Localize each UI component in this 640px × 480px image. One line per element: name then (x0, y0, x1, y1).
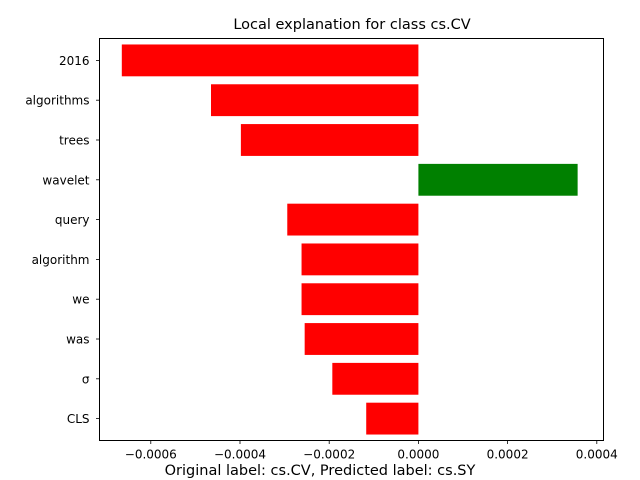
y-tick-label-query: query (55, 213, 90, 227)
chart-caption: Original label: cs.CV, Predicted label: … (165, 463, 476, 479)
bars (121, 44, 578, 435)
y-tick-label-2016: 2016 (59, 54, 90, 68)
bar-algorithm (301, 243, 419, 276)
x-tick-label-4: 0.0002 (487, 448, 529, 462)
plot-area: 2016 algorithms trees wavelet query algorithm… (25, 38, 618, 462)
bar-2016 (121, 44, 419, 77)
bar-cls (366, 402, 419, 435)
bar-trees (240, 124, 419, 156)
y-tick-label-algorithm: algorithm (32, 253, 90, 267)
y-axis-ticks: 2016 algorithms trees wavelet query algorithm… (25, 54, 100, 426)
x-tick-label-0: −0.0006 (125, 448, 177, 462)
y-tick-label-item-8: σ (82, 372, 90, 386)
x-tick-label-1: −0.0004 (214, 448, 266, 462)
bar-item-8 (332, 362, 419, 395)
x-axis-ticks: −0.0006 −0.0004 −0.0002 0.0000 0.0002 0.0004 (125, 440, 618, 462)
x-tick-label-3: 0.0000 (397, 448, 439, 462)
chart-title: Local explanation for class cs.CV (233, 17, 470, 33)
x-tick-label-2: −0.0002 (303, 448, 355, 462)
bar-query (287, 203, 419, 236)
bar-was (304, 323, 419, 355)
bar-algorithms (211, 84, 419, 117)
bar-we (301, 283, 419, 316)
y-tick-label-was: was (66, 333, 89, 347)
y-tick-label-we: we (72, 293, 89, 307)
axes-spines (99, 38, 604, 441)
x-tick-label-5: 0.0004 (576, 448, 618, 462)
y-tick-label-algorithms: algorithms (25, 94, 89, 108)
y-tick-label-cls: CLS (67, 412, 90, 426)
y-tick-label-wavelet: wavelet (42, 173, 89, 187)
y-tick-label-trees: trees (59, 133, 89, 147)
bar-wavelet (418, 163, 578, 196)
